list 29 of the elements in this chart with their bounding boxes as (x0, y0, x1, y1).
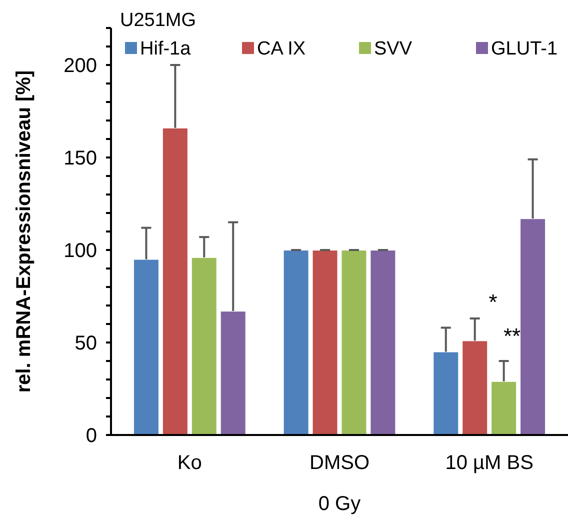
bar (490, 380, 518, 436)
bar (340, 250, 368, 436)
bar (162, 127, 188, 436)
bar (132, 258, 160, 436)
y-tick-label: 100 (64, 240, 97, 262)
legend-label: CA IX (257, 38, 306, 60)
annotation: * (488, 290, 498, 315)
legend-label: Hif-1a (140, 38, 192, 60)
bar (462, 340, 488, 436)
bar (220, 310, 246, 436)
bar (312, 250, 338, 436)
bar (520, 218, 546, 436)
x-axis-title: 0 Gy (318, 493, 361, 515)
bar (370, 250, 396, 436)
y-tick-label: 150 (64, 148, 97, 170)
bar (190, 256, 218, 436)
x-tick-label: Ko (177, 452, 202, 474)
annotation: ** (503, 324, 521, 349)
y-tick-label: 0 (86, 425, 97, 447)
y-tick-label: 50 (74, 332, 97, 354)
bar (282, 250, 310, 436)
bar (432, 351, 460, 436)
chart-title: U251MG (120, 10, 196, 31)
y-axis-title: rel. mRNA-Expressionsniveau [%] (13, 70, 35, 393)
x-tick-label: 10 µM BS (445, 452, 534, 474)
x-tick-label: DMSO (310, 452, 370, 474)
y-tick-label: 200 (64, 55, 97, 77)
legend-label: SVV (374, 38, 412, 60)
legend-label: GLUT-1 (491, 38, 558, 60)
